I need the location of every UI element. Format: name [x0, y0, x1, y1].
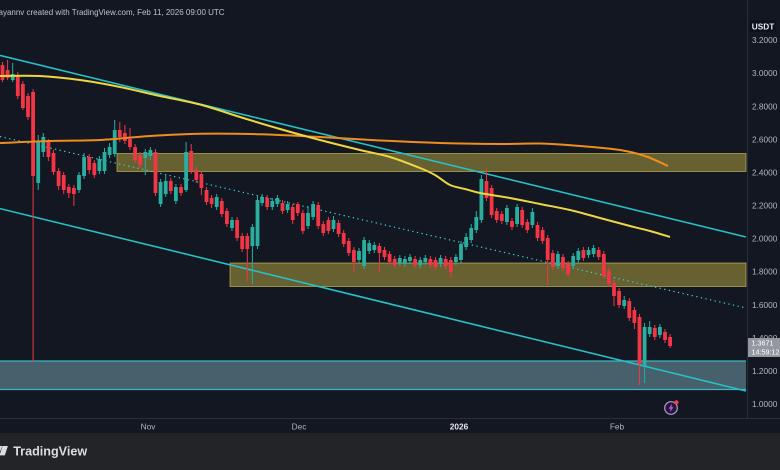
svg-text:14:59:12: 14:59:12 [752, 347, 780, 356]
svg-text:2.4000: 2.4000 [752, 167, 778, 177]
svg-text:3.2000: 3.2000 [752, 35, 778, 45]
svg-text:Nov: Nov [141, 422, 157, 432]
svg-text:2026: 2026 [450, 422, 469, 432]
svg-text:3.0000: 3.0000 [752, 68, 778, 78]
svg-text:1.8000: 1.8000 [752, 267, 778, 277]
svg-text:TradingView: TradingView [13, 444, 87, 458]
svg-text:USDT: USDT [752, 22, 775, 32]
svg-text:Feb: Feb [610, 422, 625, 432]
svg-text:1.2000: 1.2000 [752, 366, 778, 376]
svg-text:ayannv created with TradingVie: ayannv created with TradingView.com, Feb… [0, 8, 225, 17]
svg-text:2.6000: 2.6000 [752, 134, 778, 144]
svg-text:1.4000: 1.4000 [752, 333, 778, 343]
svg-text:2.2000: 2.2000 [752, 201, 778, 211]
svg-text:1.3671: 1.3671 [752, 338, 774, 347]
svg-text:2.0000: 2.0000 [752, 234, 778, 244]
svg-text:1.6000: 1.6000 [752, 300, 778, 310]
svg-text:1.0000: 1.0000 [752, 399, 778, 409]
svg-text:Dec: Dec [292, 422, 307, 432]
svg-text:2.8000: 2.8000 [752, 101, 778, 111]
